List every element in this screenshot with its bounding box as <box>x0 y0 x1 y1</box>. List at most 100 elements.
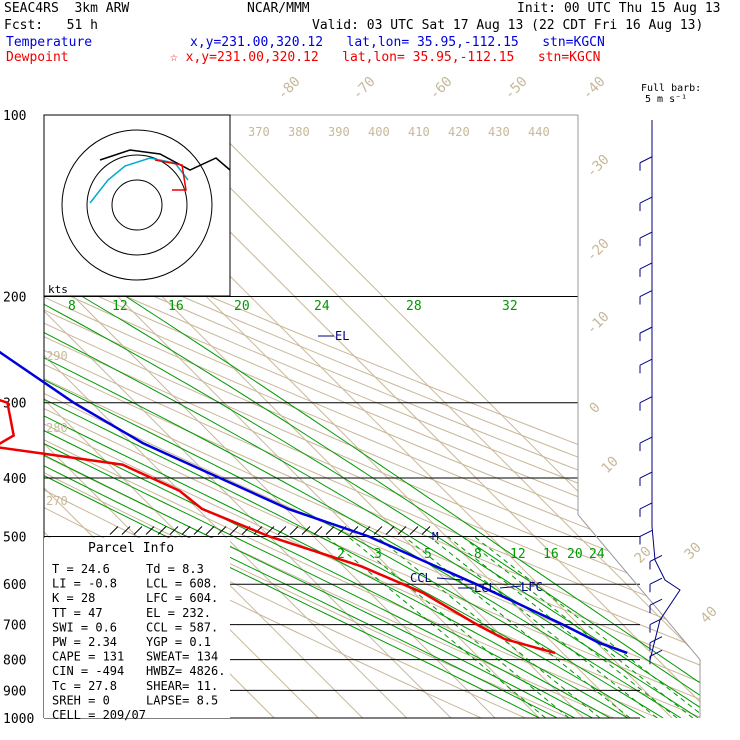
dry-adiabat-line <box>44 115 700 718</box>
dry-adiabat-line <box>44 115 700 718</box>
parcel-info-value: YGP = 0.1 <box>146 635 211 649</box>
hatch-mark <box>277 526 287 535</box>
hodograph-trace-low <box>89 157 189 204</box>
parcel-info-value: CIN = -494 <box>52 664 124 678</box>
temperature-location: x,y=231.00,320.12 lat,lon= 35.95,-112.15… <box>190 35 605 50</box>
dry-adiabat-line <box>44 115 700 718</box>
wind-barb <box>639 471 653 479</box>
hodograph-ring <box>86 154 188 256</box>
wind-barb <box>639 326 653 334</box>
lfc-label: LFC <box>521 580 543 594</box>
parcel-info-value: LI = -0.8 <box>52 577 117 591</box>
el-label: EL <box>335 329 349 343</box>
mixing-ratio-tick-label: 20 <box>567 547 583 562</box>
parcel-info-value: Td = 8.3 <box>146 562 204 576</box>
ccl-label: CCL <box>410 571 432 585</box>
dry-adiabat-line <box>44 115 700 718</box>
mixing-ratio-tick-label: 16 <box>168 299 184 314</box>
hatch-mark <box>169 526 179 535</box>
wind-barb <box>639 530 653 537</box>
barb-legend-title: Full barb: <box>641 83 702 94</box>
parcel-info-value: SHEAR= 11. <box>146 679 218 693</box>
hatch-mark <box>229 526 239 535</box>
mixing-ratio-tick-label: 28 <box>406 299 422 314</box>
wind-barb <box>639 196 653 204</box>
theta-tick-label: 380 <box>288 125 310 139</box>
hodograph-ring <box>111 179 163 231</box>
valid-label: Valid: 03 UTC Sat 17 Aug 13 (22 CDT Fri … <box>312 18 704 33</box>
plot-frame <box>44 114 701 718</box>
parcel-info-value: CCL = 587. <box>146 620 218 634</box>
isotherm-tick-label: -80 <box>275 74 304 103</box>
theta-tick-label: 270 <box>46 494 68 508</box>
parcel-info-value: T = 24.6 <box>52 562 110 576</box>
mixing-ratio-tick-label: 24 <box>589 547 605 562</box>
mixing-ratio-tick-label: 20 <box>234 299 250 314</box>
mixing-ratio-line <box>376 536 601 718</box>
hatch-mark <box>217 526 227 535</box>
model-label: SEAC4RS 3km ARW <box>4 1 130 16</box>
hatch-mark <box>181 526 191 535</box>
hatch-mark <box>409 526 419 535</box>
parcel-info-value: PW = 2.34 <box>52 635 117 649</box>
wind-barb <box>639 436 653 444</box>
theta-tick-label: 420 <box>448 125 470 139</box>
mixing-ratio-tick-label: 16 <box>543 547 559 562</box>
dry-adiabat-line <box>44 115 700 718</box>
theta-tick-label: 390 <box>328 125 350 139</box>
dry-adiabat-line <box>44 115 700 718</box>
dry-adiabat-line <box>44 115 700 718</box>
wind-barb <box>649 636 663 644</box>
lfc-marker <box>499 585 522 589</box>
theta-tick-label: 370 <box>248 125 270 139</box>
dry-adiabat-line <box>44 115 700 718</box>
isotherm-tick-label: -30 <box>584 152 613 181</box>
mixing-ratio-line <box>447 536 678 718</box>
temperature-legend: Temperature <box>6 35 93 50</box>
dry-adiabat-line <box>44 115 700 718</box>
hatch-mark <box>421 526 431 535</box>
hodograph-units: kts <box>48 283 68 296</box>
isotherm-tick-label: -70 <box>350 74 379 103</box>
m-label: M <box>432 530 439 543</box>
hatch-mark <box>133 526 143 535</box>
parcel-info-value: SWEAT= 134 <box>146 650 218 664</box>
parcel-info-value: K = 28 <box>52 591 95 605</box>
mixing-ratio-tick-label: 5 <box>424 547 432 562</box>
isotherm-tick-label: -40 <box>580 74 609 103</box>
hatch-mark <box>361 526 371 535</box>
mixing-ratio-tick-label: 12 <box>510 547 526 562</box>
hatch-mark <box>253 526 263 535</box>
hatch-mark <box>397 526 407 535</box>
isotherm-tick-label: 30 <box>682 540 705 563</box>
theta-tick-label: 290 <box>46 349 68 363</box>
isotherm-line <box>44 115 452 718</box>
mixing-ratio-line <box>473 536 700 718</box>
dry-adiabat-line <box>44 115 659 718</box>
parcel-info-value: LCL = 608. <box>146 577 218 591</box>
theta-tick-label: 410 <box>408 125 430 139</box>
mixing-ratio-tick-label: 24 <box>314 299 330 314</box>
pressure-tick-label: 500 <box>3 530 26 545</box>
parcel-info-value: SREH = 0 <box>52 693 110 707</box>
isotherm-tick-label: -20 <box>584 236 613 265</box>
theta-tick-label: 440 <box>528 125 550 139</box>
hatch-mark <box>121 526 131 535</box>
init-label: Init: 00 UTC Thu 15 Aug 13 <box>517 1 721 16</box>
mixing-ratio-tick-label: 2 <box>337 547 345 562</box>
parcel-info-value: LFC = 604. <box>146 591 218 605</box>
hatch-mark <box>193 526 203 535</box>
dewpoint-line <box>0 398 556 655</box>
mixing-ratio-tick-label: 8 <box>474 547 482 562</box>
parcel-info-value: HWBZ= 4826. <box>146 664 225 678</box>
ccl-marker <box>436 577 464 581</box>
pressure-tick-label: 800 <box>3 654 26 669</box>
dry-adiabat-line <box>44 115 700 718</box>
wind-barb <box>649 598 663 606</box>
hatch-mark <box>289 526 299 535</box>
hatch-mark <box>205 526 215 535</box>
hatch-mark <box>301 526 311 535</box>
hatch-mark <box>157 526 167 535</box>
parcel-info-value: LAPSE= 8.5 <box>146 693 218 707</box>
